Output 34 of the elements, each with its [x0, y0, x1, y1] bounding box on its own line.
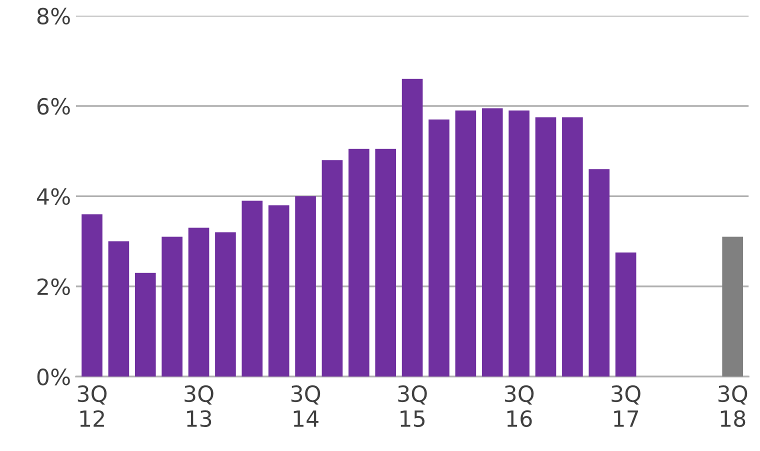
bar	[535, 117, 556, 377]
bar	[188, 228, 210, 377]
x-tick-label: 3Q 18	[718, 385, 748, 428]
bar	[295, 196, 316, 377]
bar	[268, 205, 290, 377]
bar	[348, 148, 370, 377]
x-tick-label: 3Q 15	[398, 385, 427, 428]
bar	[375, 148, 396, 377]
x-tick-label: 3Q 17	[612, 385, 640, 427]
bar	[722, 236, 743, 377]
bar	[508, 110, 530, 377]
bar	[108, 241, 130, 377]
bar	[242, 200, 263, 377]
bar	[82, 214, 102, 377]
bar	[134, 272, 156, 377]
y-tick-label: 6%	[37, 98, 70, 115]
y-tick-label: 8%	[37, 8, 70, 25]
bar	[215, 232, 236, 377]
y-tick-label: 2%	[38, 278, 70, 296]
bar	[482, 108, 503, 377]
bar	[322, 160, 343, 377]
bar	[162, 236, 182, 377]
x-tick-label: 3Q 13	[184, 385, 214, 428]
y-tick-label: 4%	[36, 188, 70, 205]
bar	[402, 78, 423, 377]
x-tick-label: 3Q 12	[78, 385, 107, 427]
y-tick-label: 0%	[37, 368, 70, 386]
bar	[615, 252, 636, 377]
bar	[428, 120, 450, 377]
bar	[455, 110, 476, 377]
bar	[562, 117, 583, 377]
x-tick-label: 3Q 14	[291, 385, 320, 427]
bar	[588, 169, 610, 377]
x-tick-label: 3Q 16	[504, 385, 534, 428]
